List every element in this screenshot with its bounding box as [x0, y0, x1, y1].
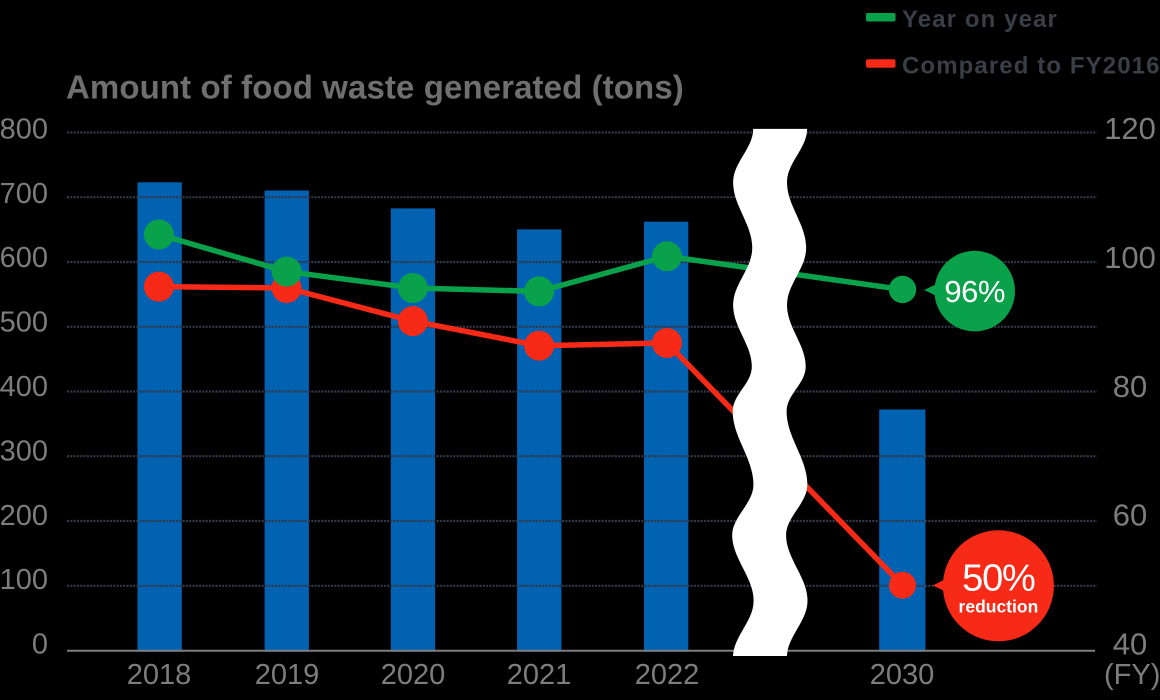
svg-text:96%: 96% [944, 274, 1005, 309]
svg-text:2021: 2021 [507, 659, 572, 691]
svg-text:Year on year: Year on year [902, 6, 1058, 33]
svg-text:400: 400 [0, 371, 48, 403]
svg-text:800: 800 [0, 113, 48, 145]
svg-text:100: 100 [0, 564, 48, 596]
svg-text:600: 600 [0, 242, 48, 274]
svg-text:(FY): (FY) [1104, 659, 1160, 691]
svg-text:Amount of food waste generated: Amount of food waste generated (tons) [66, 68, 684, 105]
svg-text:200: 200 [0, 500, 48, 532]
svg-text:300: 300 [0, 435, 48, 467]
svg-text:2020: 2020 [381, 659, 446, 691]
svg-text:reduction: reduction [959, 597, 1039, 617]
svg-text:2030: 2030 [870, 659, 935, 691]
svg-text:2018: 2018 [127, 659, 192, 691]
svg-text:50%: 50% [962, 558, 1035, 600]
svg-text:80: 80 [1113, 369, 1147, 404]
svg-text:2019: 2019 [255, 659, 320, 691]
svg-text:40: 40 [1113, 626, 1147, 661]
svg-text:700: 700 [0, 178, 48, 210]
svg-text:2022: 2022 [635, 659, 700, 691]
svg-text:120: 120 [1104, 111, 1156, 146]
svg-text:Compared to FY2016: Compared to FY2016 [902, 52, 1160, 79]
svg-text:0: 0 [32, 629, 48, 661]
svg-text:500: 500 [0, 307, 48, 339]
svg-text:60: 60 [1113, 498, 1147, 533]
svg-text:100: 100 [1104, 240, 1156, 275]
